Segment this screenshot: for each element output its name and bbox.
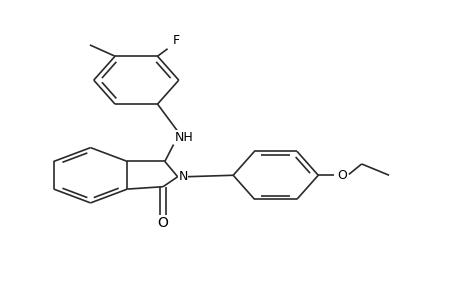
Text: O: O	[337, 169, 347, 182]
Text: NH: NH	[175, 131, 194, 144]
Text: N: N	[178, 170, 187, 183]
Text: F: F	[172, 34, 179, 47]
Text: O: O	[157, 216, 168, 230]
